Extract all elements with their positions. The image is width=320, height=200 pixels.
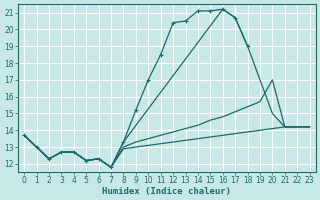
X-axis label: Humidex (Indice chaleur): Humidex (Indice chaleur): [102, 187, 231, 196]
